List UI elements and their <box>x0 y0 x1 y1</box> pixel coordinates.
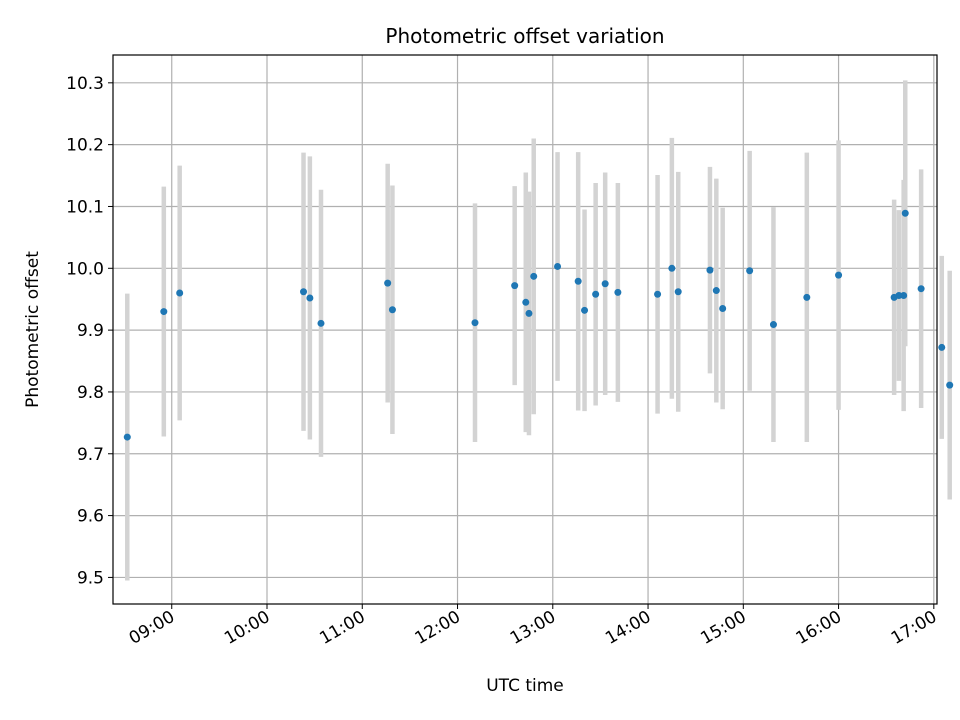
plot-frame <box>112 54 938 605</box>
data-point <box>803 293 811 301</box>
y-tick-label: 10.3 <box>66 74 104 94</box>
data-point <box>511 282 519 290</box>
data-points <box>123 209 954 441</box>
data-point <box>917 285 925 293</box>
data-point <box>719 304 727 312</box>
data-point <box>123 433 131 441</box>
data-point <box>176 289 184 297</box>
y-tick-label: 9.7 <box>77 445 104 465</box>
data-point <box>601 280 609 288</box>
data-point <box>388 306 396 314</box>
y-tick-label: 10.1 <box>66 197 104 217</box>
data-point <box>746 267 754 275</box>
axis-ticks: 09:00 10:00 11:00 12:00 13:00 14:00 15:00 16:00… <box>66 74 940 649</box>
data-point <box>674 288 682 296</box>
x-tick-label: 11:00 <box>316 607 368 649</box>
data-point <box>160 308 168 316</box>
data-point <box>306 294 314 302</box>
x-tick-label: 15:00 <box>697 607 749 649</box>
data-point <box>946 381 954 389</box>
data-point <box>614 288 622 296</box>
y-axis-label: Photometric offset <box>23 251 43 408</box>
y-tick-label: 10.2 <box>66 136 104 156</box>
x-tick-label: 13:00 <box>507 607 559 649</box>
data-point <box>900 291 908 299</box>
data-point <box>654 290 662 298</box>
y-tick-label: 9.9 <box>77 321 104 341</box>
x-tick-label: 09:00 <box>126 607 178 649</box>
data-point <box>384 279 392 287</box>
data-point <box>471 319 479 327</box>
data-point <box>712 287 720 295</box>
data-point <box>525 309 533 317</box>
data-point <box>574 277 582 285</box>
data-point <box>668 264 676 272</box>
chart-title: Photometric offset variation <box>385 24 664 48</box>
data-point <box>530 272 538 280</box>
x-tick-label: 14:00 <box>602 607 654 649</box>
x-tick-label: 16:00 <box>793 607 845 649</box>
data-point <box>901 209 909 217</box>
x-tick-label: 12:00 <box>412 607 464 649</box>
x-axis-label: UTC time <box>486 676 564 696</box>
y-tick-label: 10.0 <box>66 259 104 279</box>
y-tick-label: 9.8 <box>77 383 104 403</box>
x-tick-label: 17:00 <box>888 607 940 649</box>
data-point <box>769 321 777 329</box>
data-point <box>706 266 714 274</box>
data-point <box>581 306 589 314</box>
data-point <box>317 319 325 327</box>
data-point <box>592 290 600 298</box>
data-point <box>522 298 530 306</box>
data-point <box>835 271 843 279</box>
data-point <box>938 343 946 351</box>
data-point <box>554 262 562 270</box>
data-point <box>300 288 308 296</box>
y-tick-label: 9.6 <box>77 507 104 527</box>
x-tick-label: 10:00 <box>221 607 273 649</box>
y-tick-label: 9.5 <box>77 568 104 588</box>
